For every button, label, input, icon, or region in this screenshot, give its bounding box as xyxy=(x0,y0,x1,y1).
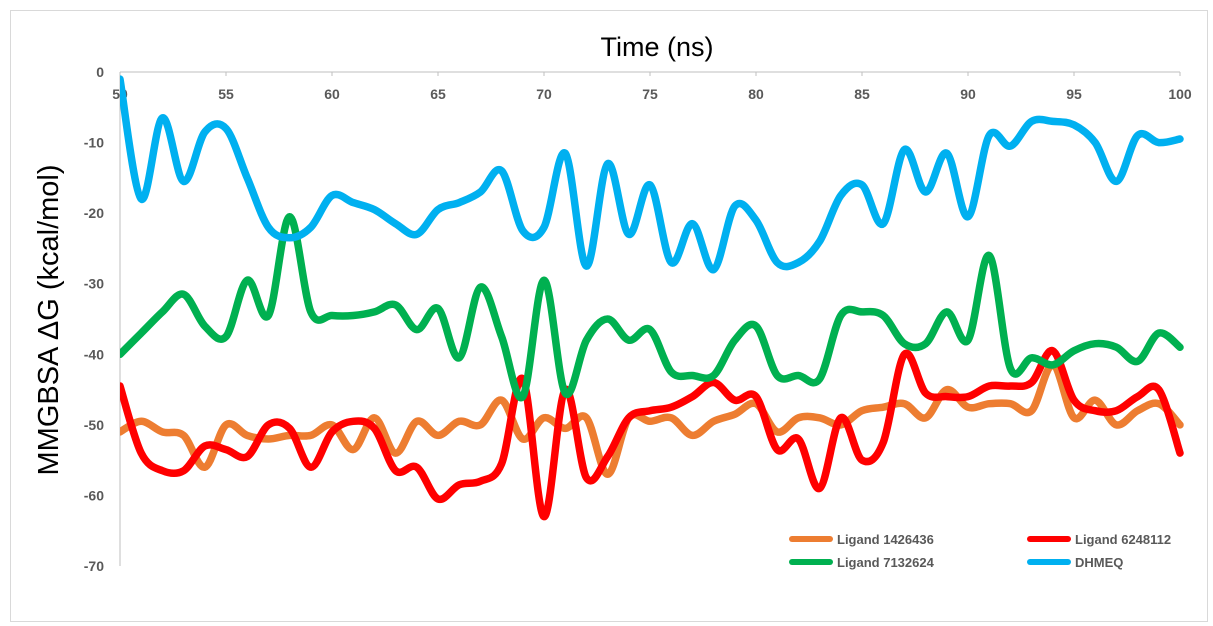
x-tick-label: 85 xyxy=(854,86,870,102)
x-axis: 50 55 60 65 70 75 80 85 90 95 100 xyxy=(112,71,1192,102)
legend: Ligand 1426436 Ligand 6248112 Ligand 71326… xyxy=(789,532,1171,570)
legend-label: DHMEQ xyxy=(1075,555,1123,570)
x-tick-label: 60 xyxy=(324,86,340,102)
x-tick-label: 55 xyxy=(218,86,234,102)
legend-label: Ligand 6248112 xyxy=(1075,532,1171,547)
x-tick-label: 70 xyxy=(536,86,552,102)
x-axis-title: Time (ns) xyxy=(601,32,714,62)
y-tick-label: -30 xyxy=(84,276,104,292)
y-tick-label: 0 xyxy=(96,64,104,80)
series-lines xyxy=(120,75,1184,521)
y-tick-label: -60 xyxy=(84,487,104,503)
x-tick-label: 90 xyxy=(960,86,976,102)
legend-label: Ligand 7132624 xyxy=(837,555,935,570)
x-tick-label: 80 xyxy=(748,86,764,102)
series-line-2 xyxy=(120,347,1184,521)
series-line-3 xyxy=(120,212,1184,402)
y-tick-label: -70 xyxy=(84,558,104,574)
legend-label: Ligand 1426436 xyxy=(837,532,934,547)
y-tick-label: -10 xyxy=(84,135,104,151)
x-tick-label: 75 xyxy=(642,86,658,102)
series-line-4 xyxy=(120,75,1184,274)
y-tick-label: -50 xyxy=(84,417,104,433)
x-tick-label: 65 xyxy=(430,86,446,102)
y-axis: 0 -10 -20 -30 -40 -50 -60 -70 xyxy=(84,64,121,574)
x-tick-label: 100 xyxy=(1168,86,1192,102)
x-tick-label: 95 xyxy=(1066,86,1082,102)
y-axis-title: MMGBSA ΔG (kcal/mol) xyxy=(33,164,65,475)
y-tick-label: -20 xyxy=(84,205,104,221)
y-tick-label: -40 xyxy=(84,346,104,362)
